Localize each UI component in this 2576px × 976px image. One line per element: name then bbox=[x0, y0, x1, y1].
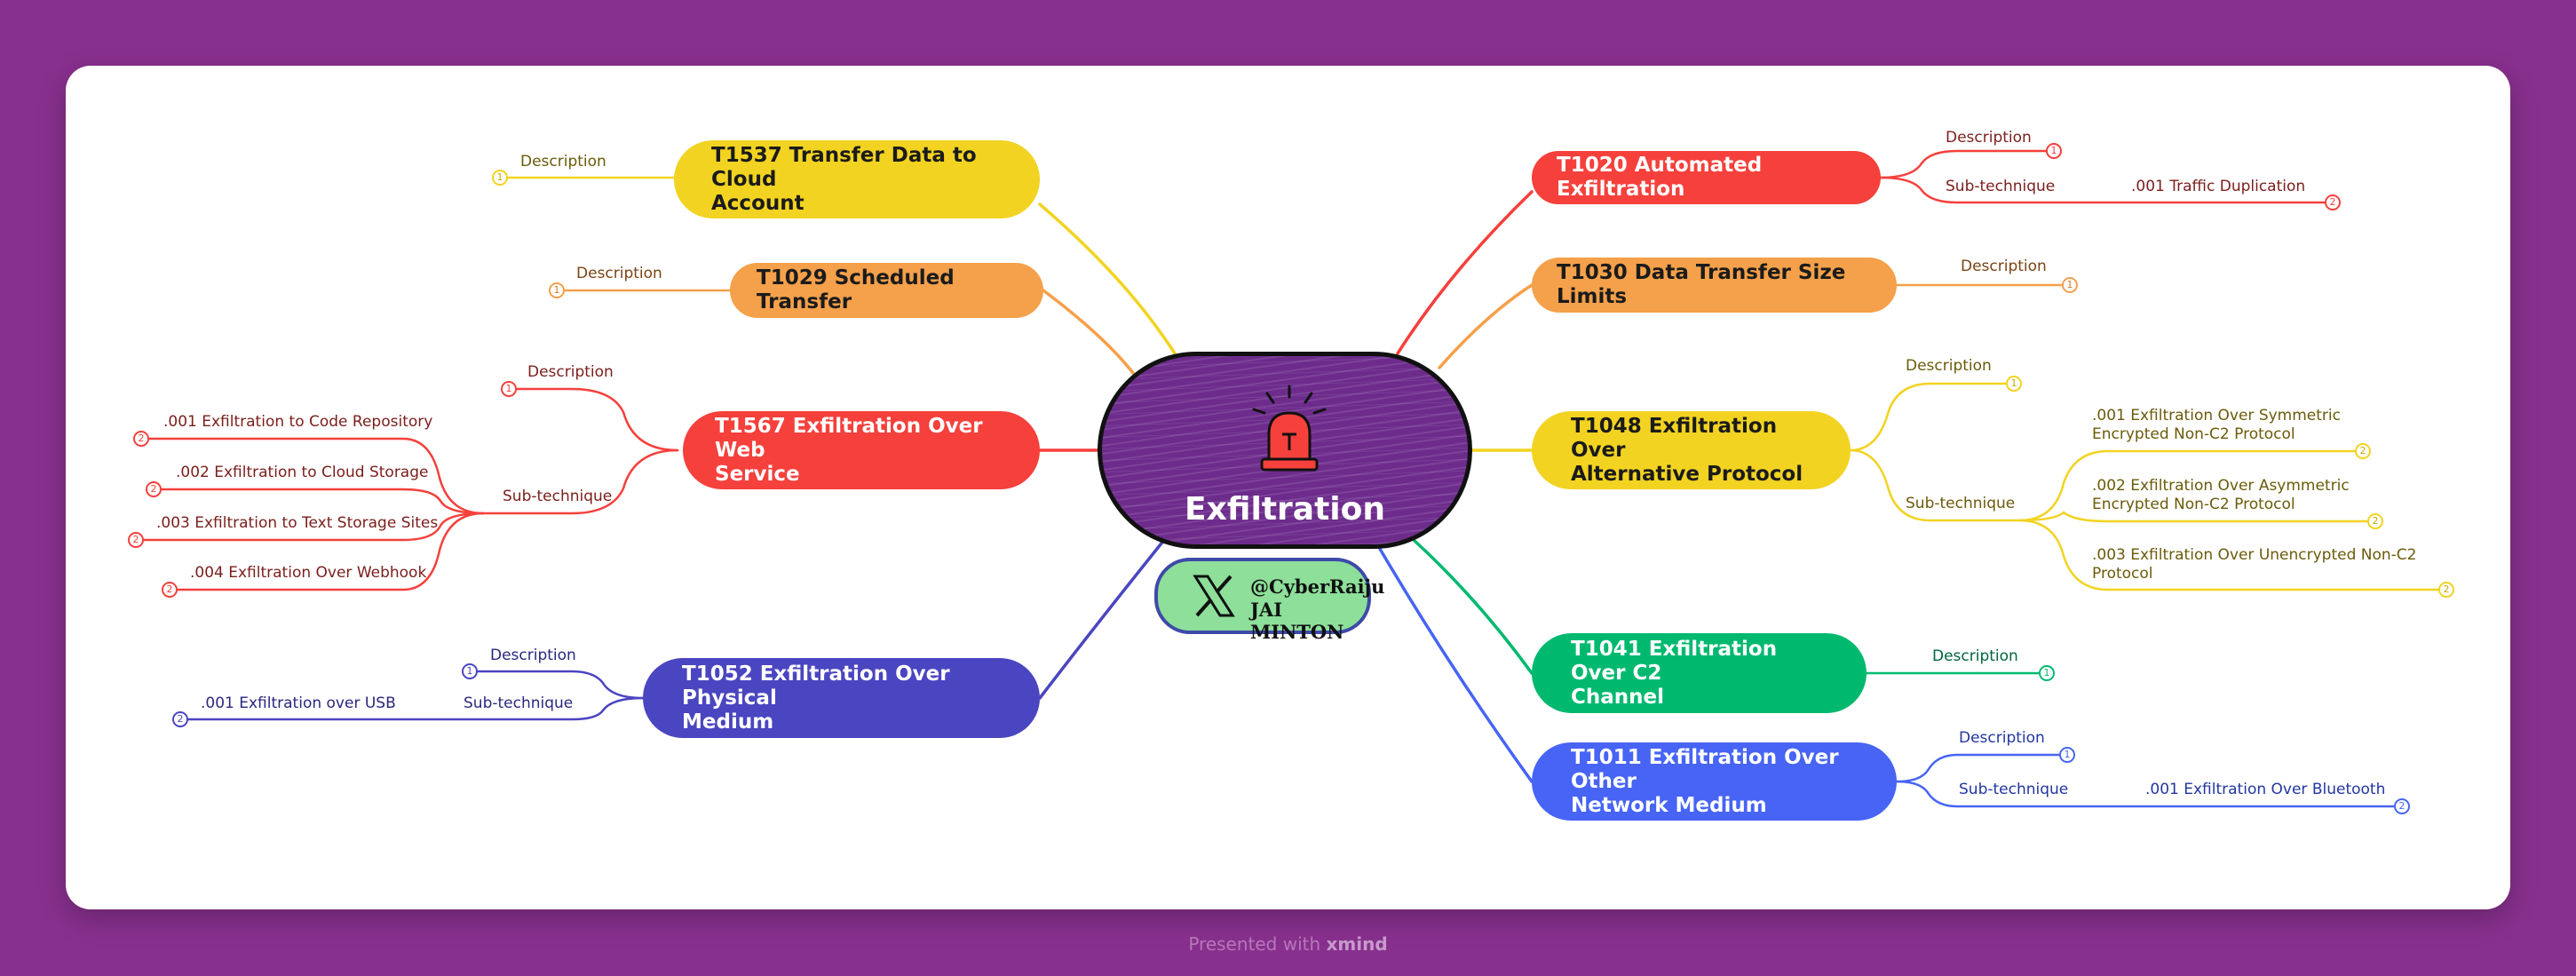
topic-t1048-title: T1048 Exfiltration Over bbox=[1571, 414, 1778, 462]
t1537-description[interactable]: Description bbox=[520, 153, 606, 171]
topic-t1052-title: T1052 Exfiltration Over Physical bbox=[682, 662, 950, 710]
t1011-description[interactable]: Description bbox=[1959, 729, 2045, 747]
t1567-sub-001-badge: 2 bbox=[133, 431, 149, 447]
t1048-sub-001-line2: Encrypted Non-C2 Protocol bbox=[2092, 425, 2295, 443]
t1567-description-badge: 1 bbox=[501, 381, 517, 397]
alarm-siren-icon bbox=[1252, 385, 1327, 472]
topic-t1011[interactable]: T1011 Exfiltration Over Other Network Me… bbox=[1532, 742, 1897, 821]
t1048-sub-002[interactable]: .002 Exfiltration Over Asymmetric Encryp… bbox=[2092, 477, 2385, 514]
topic-t1537-title-line2: Account bbox=[711, 191, 805, 215]
t1041-description[interactable]: Description bbox=[1932, 647, 2018, 665]
t1048-sub-002-line1: .002 Exfiltration Over Asymmetric bbox=[2092, 477, 2350, 495]
footer-brand[interactable]: xmind bbox=[1326, 933, 1388, 955]
t1030-description-badge: 1 bbox=[2062, 277, 2078, 293]
author-handle: @CyberRaiju bbox=[1250, 575, 1385, 598]
t1011-description-badge: 1 bbox=[2059, 747, 2075, 763]
t1052-subtechnique[interactable]: Sub-technique bbox=[464, 694, 574, 712]
t1567-sub-002-badge: 2 bbox=[146, 481, 162, 497]
topic-t1011-title: T1011 Exfiltration Over Other bbox=[1571, 745, 1839, 793]
topic-t1048-title-line2: Alternative Protocol bbox=[1571, 462, 1803, 486]
t1052-sub-001[interactable]: .001 Exfiltration over USB bbox=[201, 694, 396, 712]
central-topic[interactable]: Exfiltration bbox=[1098, 352, 1472, 549]
t1029-description-badge: 1 bbox=[549, 282, 565, 298]
t1048-subtechnique[interactable]: Sub-technique bbox=[1906, 495, 2016, 512]
connector-t1011 bbox=[1378, 547, 1534, 783]
topic-t1030-title: T1030 Data Transfer Size Limits bbox=[1557, 261, 1846, 308]
t1567-sub-003[interactable]: .003 Exfiltration to Text Storage Sites bbox=[156, 514, 439, 532]
t1011-sub-001-badge: 2 bbox=[2394, 798, 2410, 814]
topic-t1567-title: T1567 Exfiltration Over Web bbox=[715, 414, 983, 462]
t1048-sub-002-line2: Encrypted Non-C2 Protocol bbox=[2092, 496, 2295, 513]
connector-t1052 bbox=[1038, 538, 1166, 700]
t1030-description[interactable]: Description bbox=[1961, 258, 2047, 275]
t1567-sub-004[interactable]: .004 Exfiltration Over Webhook bbox=[190, 564, 427, 582]
t1048-sub-003-line2: Protocol bbox=[2092, 565, 2153, 583]
topic-t1537-title: T1537 Transfer Data to Cloud bbox=[711, 143, 977, 191]
topic-t1567[interactable]: T1567 Exfiltration Over Web Service bbox=[683, 411, 1040, 489]
t1020-sub-001-badge: 2 bbox=[2325, 194, 2341, 210]
connector-t1537 bbox=[1038, 202, 1177, 355]
topic-t1011-title-line2: Network Medium bbox=[1571, 793, 1767, 817]
t1029-description[interactable]: Description bbox=[576, 265, 662, 282]
t1567-sub-001[interactable]: .001 Exfiltration to Code Repository bbox=[163, 413, 433, 431]
connector-t1041 bbox=[1412, 538, 1534, 675]
connector-t1029 bbox=[1042, 289, 1135, 375]
t1048-sub-003[interactable]: .003 Exfiltration Over Unencrypted Non-C… bbox=[2092, 546, 2447, 583]
t1020-sub-001[interactable]: .001 Traffic Duplication bbox=[2131, 178, 2306, 195]
t1052-sub-001-badge: 2 bbox=[172, 711, 188, 727]
t1048-sub-001[interactable]: .001 Exfiltration Over Symmetric Encrypt… bbox=[2092, 407, 2385, 444]
t1052-description-badge: 1 bbox=[462, 663, 478, 679]
author-name: JAI MINTON bbox=[1250, 599, 1344, 643]
t1048-sub-001-badge: 2 bbox=[2355, 443, 2371, 459]
t1048-description-badge: 1 bbox=[2006, 376, 2022, 392]
topic-t1048[interactable]: T1048 Exfiltration Over Alternative Prot… bbox=[1532, 411, 1851, 489]
t1020-description-badge: 1 bbox=[2046, 143, 2062, 159]
t1048-sub-003-badge: 2 bbox=[2438, 582, 2454, 598]
topic-t1020-title: T1020 Automated Exfiltration bbox=[1557, 154, 1763, 201]
t1567-sub-004-badge: 2 bbox=[162, 582, 178, 598]
topic-t1041[interactable]: T1041 Exfiltration Over C2 Channel bbox=[1532, 633, 1867, 713]
t1048-sub-003-line1: .003 Exfiltration Over Unencrypted Non-C… bbox=[2092, 546, 2417, 564]
topic-t1029[interactable]: T1029 Scheduled Transfer bbox=[730, 263, 1043, 318]
topic-t1052[interactable]: T1052 Exfiltration Over Physical Medium bbox=[643, 658, 1040, 738]
topic-t1029-title: T1029 Scheduled Transfer bbox=[757, 266, 955, 313]
connector-t1020 bbox=[1396, 190, 1534, 355]
topic-t1052-title-line2: Medium bbox=[682, 710, 774, 734]
t1537-description-badge: 1 bbox=[492, 170, 508, 186]
topic-t1020[interactable]: T1020 Automated Exfiltration bbox=[1532, 151, 1881, 204]
central-topic-title: Exfiltration bbox=[1184, 491, 1385, 528]
t1048-sub-001-line1: .001 Exfiltration Over Symmetric bbox=[2092, 407, 2341, 425]
t1567-sub-003-badge: 2 bbox=[128, 532, 144, 548]
t1048-description[interactable]: Description bbox=[1906, 357, 1992, 375]
t1011-subtechnique[interactable]: Sub-technique bbox=[1959, 781, 2069, 798]
footer: Presented with xmind bbox=[0, 933, 2576, 955]
mind-map-canvas: T1537 Transfer Data to Cloud Account Des… bbox=[66, 66, 2510, 909]
t1567-description[interactable]: Description bbox=[527, 363, 614, 381]
t1567-subtechnique[interactable]: Sub-technique bbox=[503, 488, 613, 505]
t1020-description[interactable]: Description bbox=[1946, 129, 2032, 147]
topic-t1041-title: T1041 Exfiltration Over C2 bbox=[1571, 637, 1778, 685]
t1567-sub-002[interactable]: .002 Exfiltration to Cloud Storage bbox=[176, 464, 429, 481]
footer-prefix: Presented with bbox=[1188, 933, 1321, 955]
t1020-subtechnique[interactable]: Sub-technique bbox=[1946, 178, 2056, 195]
t1041-description-badge: 1 bbox=[2039, 665, 2055, 681]
topic-t1537[interactable]: T1537 Transfer Data to Cloud Account bbox=[674, 140, 1040, 218]
connector-lines bbox=[140, 149, 2442, 808]
t1011-sub-001[interactable]: .001 Exfiltration Over Bluetooth bbox=[2145, 781, 2386, 798]
t1048-sub-002-badge: 2 bbox=[2367, 513, 2383, 529]
topic-t1030[interactable]: T1030 Data Transfer Size Limits bbox=[1532, 258, 1897, 313]
topic-t1041-title-line2: Channel bbox=[1571, 685, 1665, 709]
t1052-description[interactable]: Description bbox=[490, 647, 576, 664]
connector-t1030 bbox=[1438, 283, 1534, 369]
topic-t1567-title-line2: Service bbox=[715, 462, 800, 486]
author-badge[interactable]: @CyberRaiju JAI MINTON bbox=[1154, 558, 1384, 643]
x-logo-icon bbox=[1193, 575, 1235, 617]
